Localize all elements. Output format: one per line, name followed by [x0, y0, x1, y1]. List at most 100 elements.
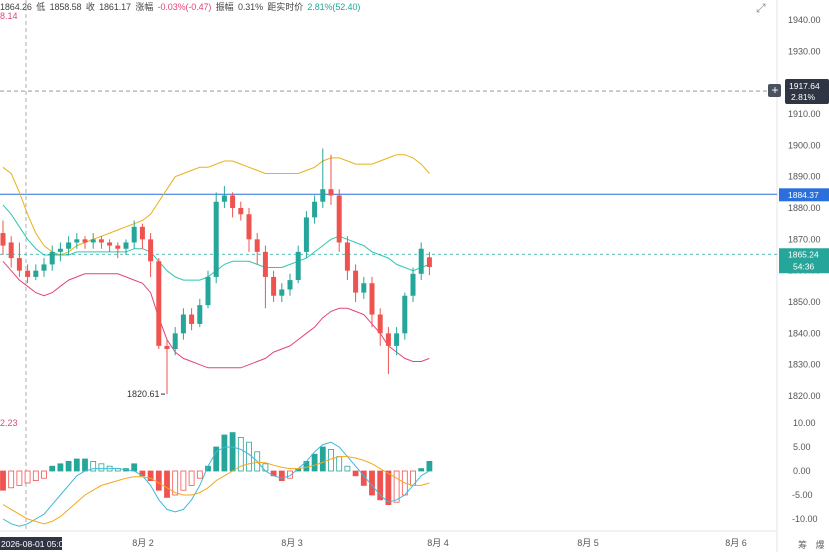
macd-histogram-bar: [172, 470, 179, 496]
distance-label: 距实时价: [267, 2, 303, 12]
chip-distribution-button[interactable]: 筹: [798, 540, 808, 550]
macd-histogram-bar: [229, 432, 236, 472]
candle-body: [402, 295, 408, 334]
distance-value: 2.81%(52.40): [307, 2, 361, 12]
macd-histogram-bar: [336, 456, 343, 472]
candle-body: [320, 189, 326, 202]
macd-histogram-bar: [164, 470, 170, 498]
candle-body: [361, 283, 367, 293]
macd-histogram-bar: [180, 470, 187, 491]
macd-histogram-bar: [418, 468, 425, 472]
price-tick-label: 1870.00: [788, 234, 821, 244]
macd-histogram-bar: [278, 470, 285, 482]
alert-price-tag: [779, 188, 829, 202]
price-tick-label: 1930.00: [788, 46, 821, 56]
candle-body: [16, 258, 22, 271]
candle-body: [180, 314, 186, 334]
amplitude-label: 振幅: [215, 2, 234, 12]
candle-body: [25, 270, 31, 277]
macd-histogram-bar: [188, 470, 195, 486]
candle-body: [139, 226, 145, 240]
macd-tick-label: 0.00: [793, 466, 811, 476]
candle-body: [221, 195, 227, 202]
candle-body: [271, 276, 277, 296]
close-label: 收: [85, 2, 95, 12]
macd-histogram-bar: [352, 470, 359, 477]
candle-body: [246, 214, 252, 240]
candle-body: [312, 201, 318, 218]
macd-tick-label: -10.00: [792, 514, 818, 524]
candle-body: [49, 251, 55, 265]
candle-body: [230, 195, 236, 208]
candle-body: [0, 233, 6, 246]
candle-body: [377, 314, 383, 334]
macd-histogram-bar: [213, 446, 220, 472]
candle-body: [336, 195, 342, 243]
open-value: 1864.26: [0, 2, 32, 12]
crosshair-time-label: 2026-08-01 05:00: [1, 539, 68, 549]
macd-histogram-bar: [16, 470, 23, 486]
time-tick-label: 8月 4: [427, 538, 449, 548]
crosshair-time-tag: [0, 537, 62, 550]
candle-body: [41, 264, 47, 271]
candle-body: [410, 273, 416, 296]
macd-tick-label: 10.00: [793, 418, 816, 428]
candle-body: [164, 345, 170, 349]
candle-body: [369, 283, 375, 315]
candle-body: [115, 245, 121, 249]
expand-icon[interactable]: ⤢: [756, 1, 766, 15]
candle-body: [33, 270, 39, 277]
alert-price-label: 1884.37: [788, 190, 819, 200]
macd-dif-line: [2, 441, 430, 527]
countdown-label: 54:36: [793, 262, 815, 272]
candle-body: [156, 261, 162, 346]
price-tick-label: 1940.00: [788, 15, 821, 25]
candle-body: [131, 226, 137, 243]
candle-body: [303, 217, 309, 252]
time-tick-label: 8月 5: [577, 538, 599, 548]
candle-body: [279, 289, 285, 296]
macd-tick-label: 5.00: [793, 442, 811, 452]
candle-body: [238, 208, 244, 215]
plus-icon-glyph: +: [772, 83, 779, 97]
macd-histogram-bar: [385, 470, 392, 505]
candle-body: [394, 333, 400, 346]
candle-body: [90, 239, 96, 243]
change-label: 涨幅: [135, 2, 154, 12]
price-tick-label: 1880.00: [788, 203, 821, 213]
price-tick-label: 1830.00: [788, 360, 821, 370]
boll-indicator-label: 8.14: [0, 11, 18, 21]
macd-histogram-bar: [377, 470, 384, 501]
ohlc-header: 1864.26 低 1858.58 收 1861.17 涨幅 -0.03%(-0…: [0, 0, 362, 13]
macd-dea-line: [2, 456, 430, 525]
boll-upper-line: [2, 154, 430, 256]
macd-histogram-bar: [65, 460, 72, 472]
price-tick-label: 1890.00: [788, 172, 821, 182]
candle-body: [254, 239, 260, 252]
candle-body: [98, 239, 104, 243]
candle-body: [287, 280, 293, 290]
low-value: 1858.58: [49, 2, 82, 12]
candle-body: [205, 276, 211, 306]
price-tick-label: 1900.00: [788, 140, 821, 150]
plus-icon: [768, 84, 781, 98]
macd-histogram-bar: [73, 458, 80, 472]
price-tick-label: 1850.00: [788, 297, 821, 307]
macd-histogram-bar: [147, 470, 154, 482]
time-tick-label: 8月 2: [132, 538, 154, 548]
candle-body: [418, 248, 424, 274]
macd-histogram-bar: [0, 470, 6, 491]
candle-body: [123, 242, 129, 249]
macd-histogram-bar: [155, 470, 162, 491]
macd-histogram-bar: [49, 465, 56, 472]
candle-body: [74, 239, 80, 243]
bottom-toolbar: 筹 爆: [798, 538, 825, 551]
macd-histogram-bar: [196, 470, 203, 479]
macd-histogram-bar: [90, 460, 97, 472]
macd-histogram-bar: [41, 470, 47, 479]
crosshair-percent-label: 2.81%: [791, 92, 816, 102]
macd-histogram-bar: [8, 470, 15, 489]
liquidation-button[interactable]: 爆: [815, 540, 825, 550]
low-price-annotation: 1820.61: [127, 389, 160, 399]
